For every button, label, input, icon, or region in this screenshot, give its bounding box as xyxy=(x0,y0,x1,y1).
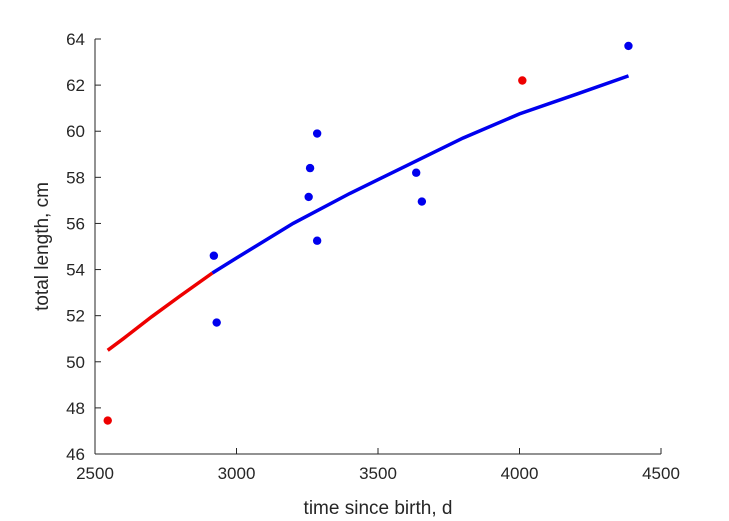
y-tick-label: 64 xyxy=(66,30,85,49)
axes: 2500 3000 3500 4000 4500 46 48 50 52 54 56 58 60 62 64 xyxy=(66,30,680,483)
y-tick-label: 60 xyxy=(66,122,85,141)
x-tick-label: 3000 xyxy=(218,464,256,483)
fit-curve-red xyxy=(106,271,214,352)
fit-curves xyxy=(106,74,630,352)
data-point-blue xyxy=(209,251,219,260)
y-tick-label: 46 xyxy=(66,445,85,464)
data-point-red xyxy=(103,416,112,425)
x-tick-label: 3500 xyxy=(359,464,397,483)
data-point-blue xyxy=(304,192,313,202)
data-point-blue xyxy=(312,129,322,138)
y-tick-label: 56 xyxy=(66,214,85,233)
data-point-blue xyxy=(305,163,315,173)
y-tick-label: 50 xyxy=(66,353,85,372)
x-tick-label: 2500 xyxy=(76,464,114,483)
x-tick-label: 4500 xyxy=(642,464,680,483)
y-tick-label: 48 xyxy=(66,399,85,418)
y-tick-label: 62 xyxy=(66,76,85,95)
data-point-blue xyxy=(417,197,427,206)
y-tick-label: 52 xyxy=(66,307,85,326)
data-point-blue xyxy=(212,318,221,327)
y-tick-label: 54 xyxy=(66,261,85,280)
data-points xyxy=(103,41,633,425)
fit-curve-blue xyxy=(211,74,630,275)
data-point-blue xyxy=(624,41,633,51)
y-axis-title: total length, cm xyxy=(32,182,53,311)
x-tick-label: 4000 xyxy=(501,464,539,483)
x-axis-title: time since birth, d xyxy=(304,498,453,519)
data-point-red xyxy=(518,76,527,85)
data-point-blue xyxy=(412,168,421,177)
y-tick-label: 58 xyxy=(66,168,85,187)
data-point-blue xyxy=(312,236,322,245)
